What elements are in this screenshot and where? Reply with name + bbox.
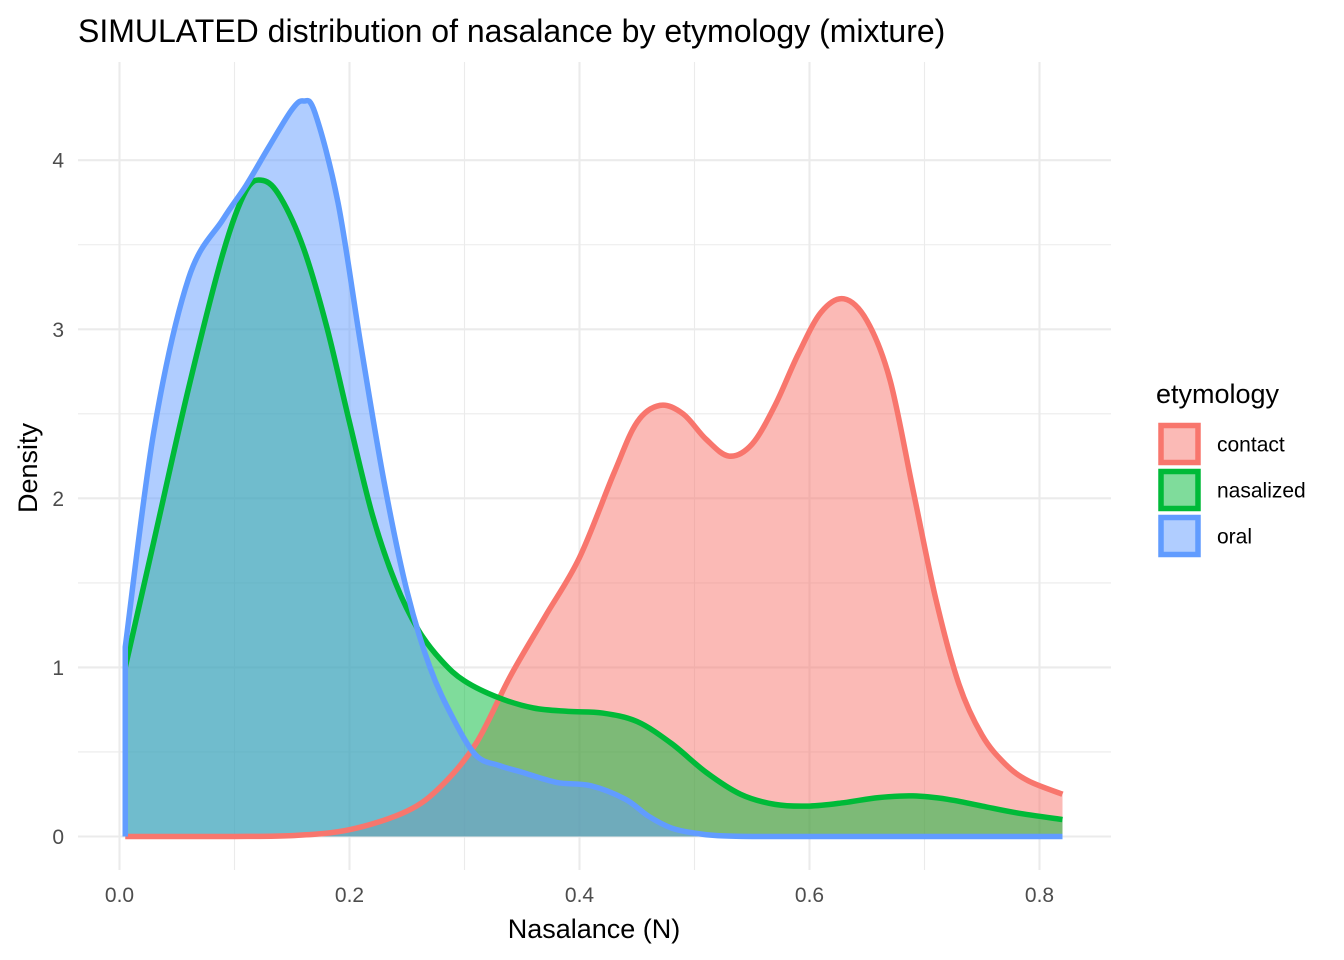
density-line-contact — [125, 295, 1064, 840]
density-areas — [125, 100, 1063, 837]
x-tick-label: 0.8 — [1025, 884, 1054, 907]
x-tick-label: 0.2 — [335, 884, 364, 907]
y-tick-label: 0 — [52, 826, 64, 849]
x-axis-ticks: 0.0 0.2 0.4 0.6 0.8 — [105, 884, 1054, 907]
legend-label-oral: oral — [1217, 526, 1252, 549]
legend-label-contact: contact — [1217, 434, 1285, 457]
density-area-oral — [125, 100, 1063, 837]
legend: etymology contact nasalized oral — [1156, 379, 1306, 558]
y-tick-label: 1 — [52, 657, 64, 680]
density-line-nasalized — [122, 177, 1063, 837]
legend-item-oral: oral — [1158, 514, 1252, 558]
y-tick-label: 2 — [52, 488, 64, 511]
legend-key-nasalized — [1158, 468, 1201, 512]
x-tick-label: 0.6 — [795, 884, 824, 907]
x-tick-label: 0.4 — [565, 884, 595, 907]
density-line-oral — [122, 97, 1063, 840]
density-area-contact — [125, 298, 1063, 837]
y-tick-label: 4 — [52, 150, 64, 173]
legend-title: etymology — [1156, 379, 1280, 409]
legend-item-contact: contact — [1158, 422, 1285, 466]
legend-item-nasalized: nasalized — [1158, 468, 1306, 512]
y-tick-label: 3 — [52, 319, 64, 342]
y-axis-title: Density — [13, 422, 43, 513]
density-lines — [122, 97, 1064, 840]
legend-key-contact — [1158, 422, 1201, 466]
chart-title: SIMULATED distribution of nasalance by e… — [78, 13, 945, 49]
x-tick-label: 0.0 — [105, 884, 134, 907]
x-axis-title: Nasalance (N) — [508, 914, 681, 944]
legend-label-nasalized: nasalized — [1217, 480, 1306, 503]
y-axis-ticks: 0 1 2 3 4 — [52, 150, 64, 849]
legend-key-oral — [1158, 514, 1201, 558]
